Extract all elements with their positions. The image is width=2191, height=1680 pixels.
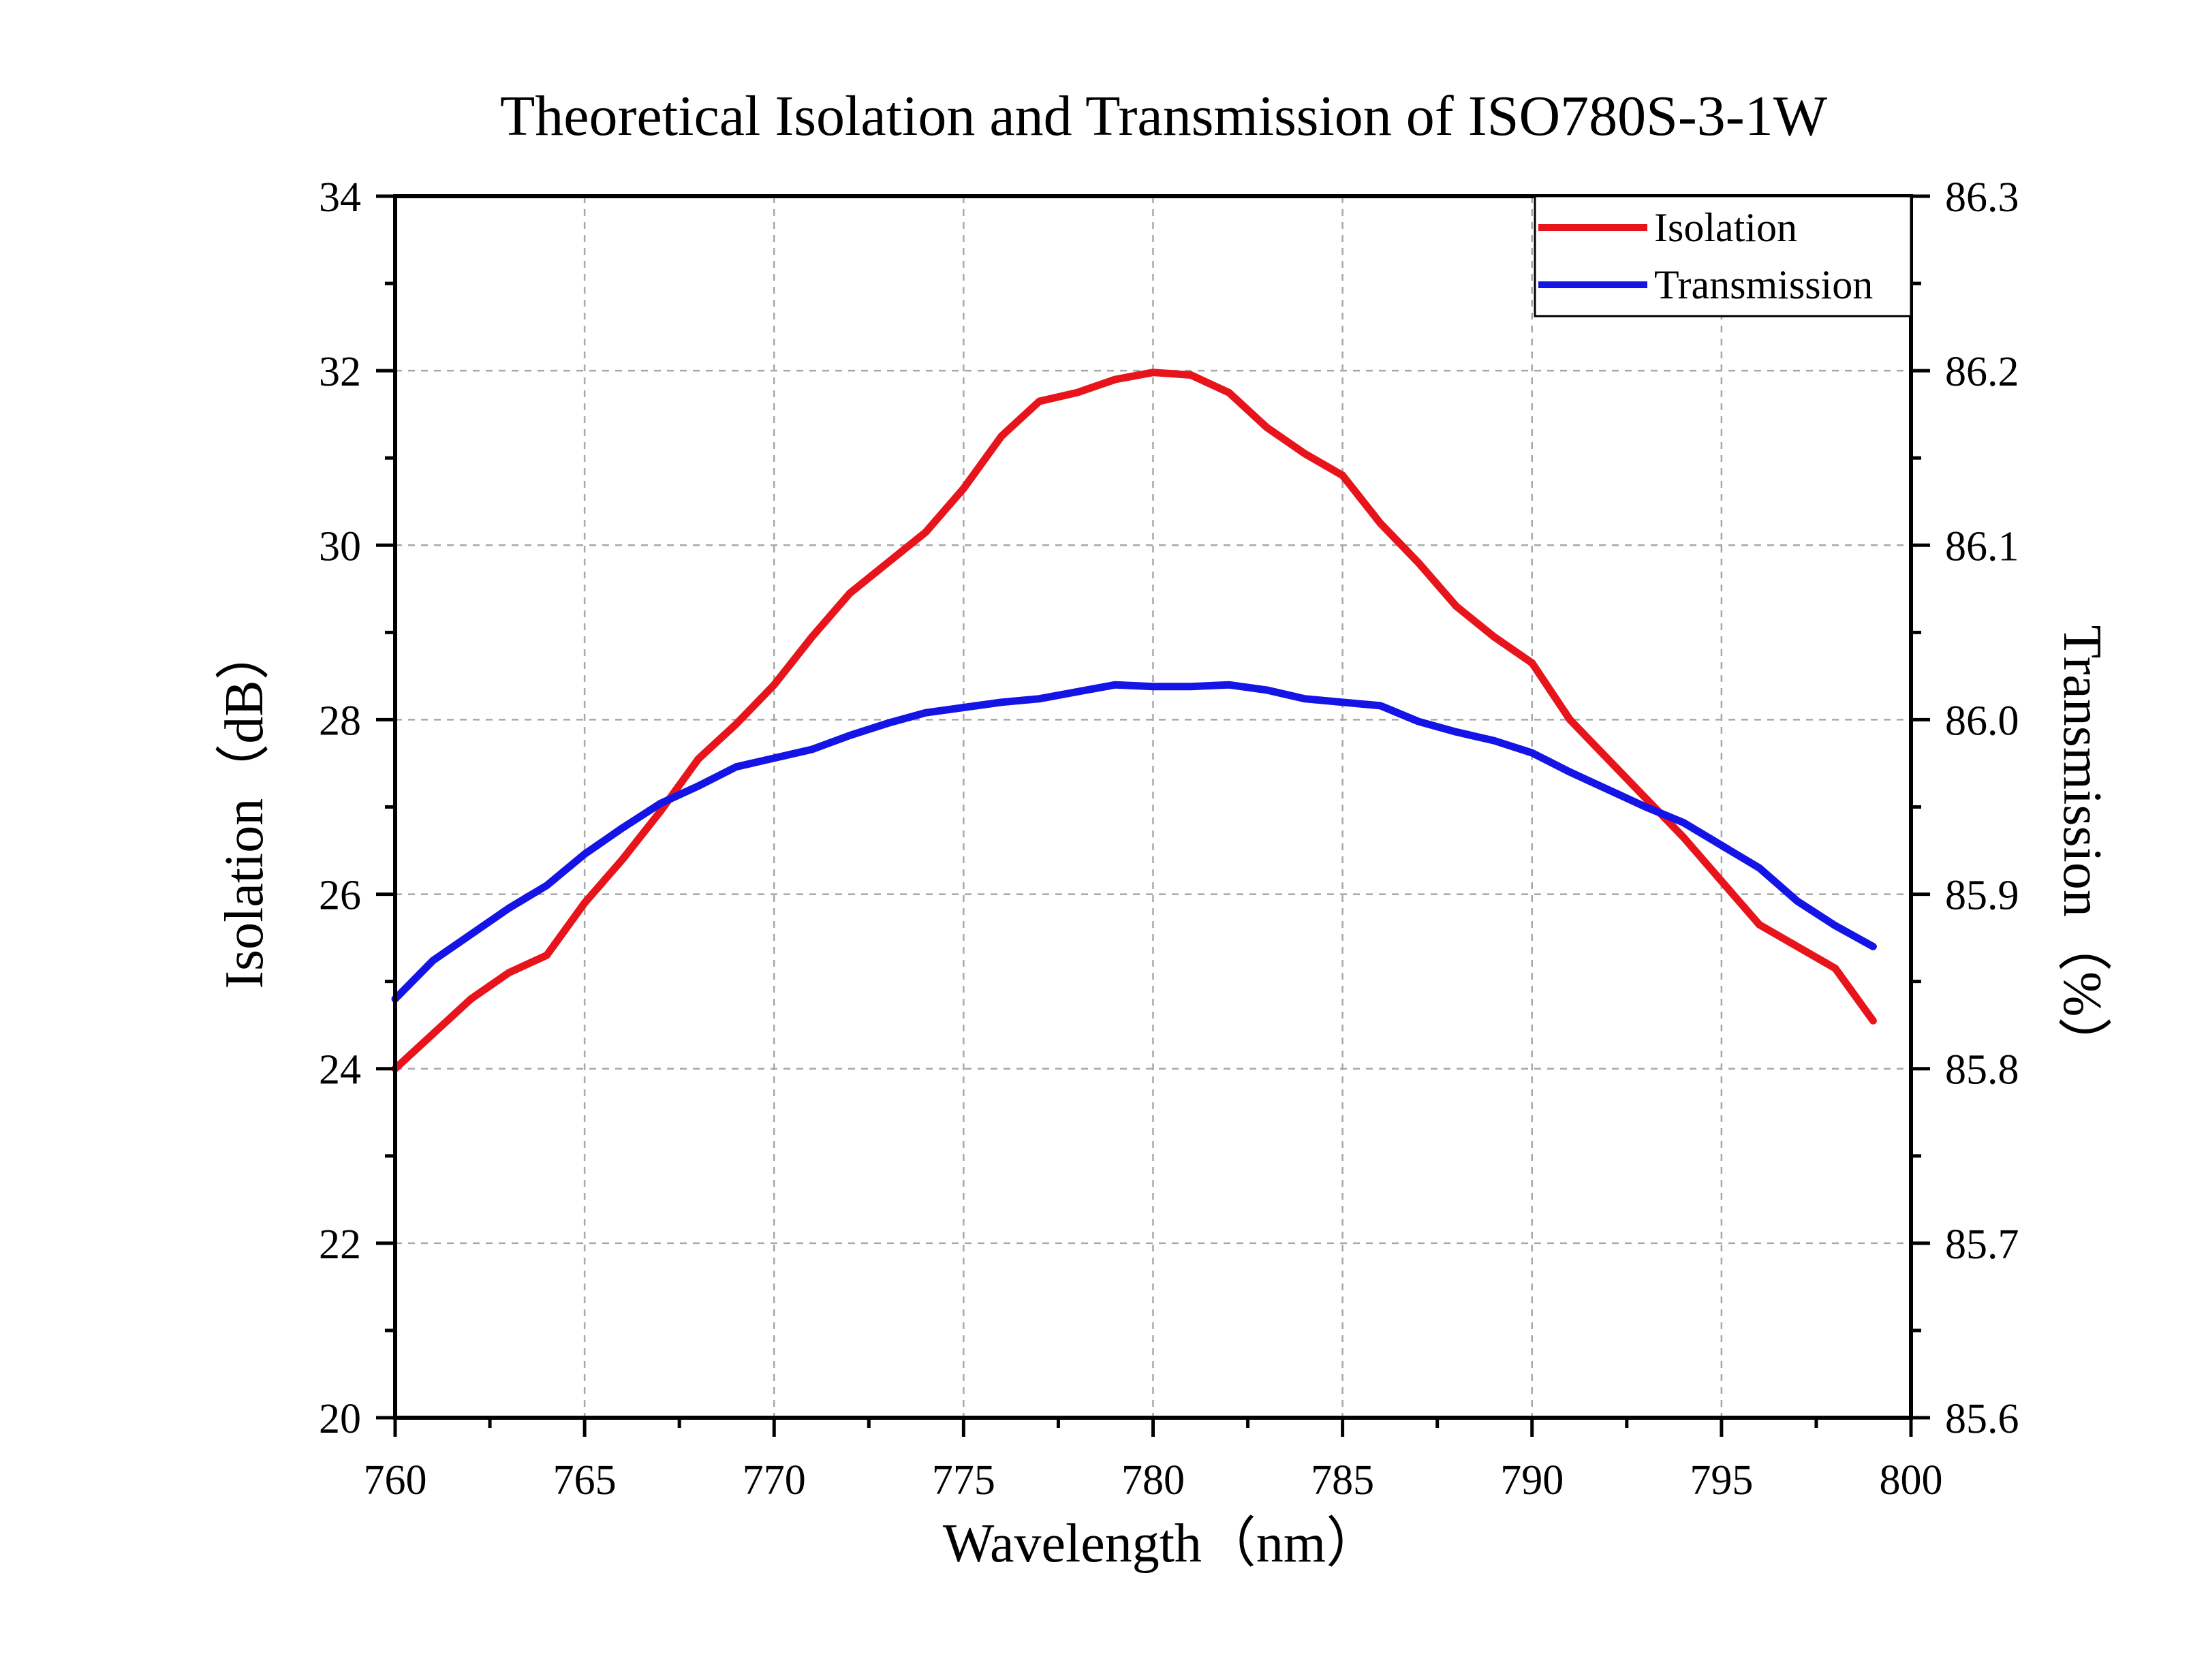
y-tick-label: 24 <box>319 1047 361 1093</box>
y2-tick-label: 85.8 <box>1945 1047 2019 1093</box>
y2-tick-label: 86.3 <box>1945 174 2019 221</box>
x-tick-label: 760 <box>364 1457 427 1504</box>
y-tick-label: 26 <box>319 873 361 919</box>
y2-axis-title: Transmission（%） <box>2052 625 2112 1072</box>
y2-tick-label: 85.7 <box>1945 1222 2019 1268</box>
x-tick-label: 785 <box>1311 1457 1374 1504</box>
x-tick-label: 795 <box>1690 1457 1753 1504</box>
y2-tick-label: 85.6 <box>1945 1396 2019 1442</box>
tick-labels: 760 765 770 775 780 785 790 795 800 20 22 24 26 28 30 3… <box>319 174 2019 1504</box>
legend: Isolation Transmission <box>1534 195 1912 317</box>
y-tick-label: 34 <box>319 174 361 221</box>
legend-isolation-label: Isolation <box>1654 205 1797 250</box>
x-tick-label: 775 <box>932 1457 995 1504</box>
series-line-transmission <box>391 681 1877 1003</box>
chart-title: Theoretical Isolation and Transmission o… <box>500 84 1828 148</box>
x-tick-label: 770 <box>743 1457 806 1504</box>
y-tick-label: 20 <box>319 1396 361 1442</box>
y2-tick-label: 85.9 <box>1945 873 2019 919</box>
y-axis-title: Isolation（dB） <box>215 625 275 989</box>
x-tick-label: 790 <box>1500 1457 1564 1504</box>
y2-tick-label: 86.2 <box>1945 349 2019 395</box>
x-tick-label: 800 <box>1880 1457 1943 1504</box>
x-tick-label: 780 <box>1121 1457 1185 1504</box>
y-tick-label: 28 <box>319 698 361 744</box>
y-tick-label: 30 <box>319 523 361 570</box>
series-layer <box>391 369 1877 1073</box>
y-tick-label: 22 <box>319 1222 361 1268</box>
ticks <box>376 194 1930 1437</box>
y2-tick-label: 86.0 <box>1945 698 2019 744</box>
legend-transmission-label: Transmission <box>1654 262 1873 307</box>
grid <box>395 196 1911 1418</box>
series-line-isolation <box>391 369 1877 1073</box>
x-tick-label: 765 <box>553 1457 617 1504</box>
x-axis-title: Wavelength（nm） <box>943 1514 1380 1574</box>
legend-box <box>1534 195 1912 317</box>
y2-tick-label: 86.1 <box>1945 523 2019 570</box>
y-tick-label: 32 <box>319 349 361 395</box>
